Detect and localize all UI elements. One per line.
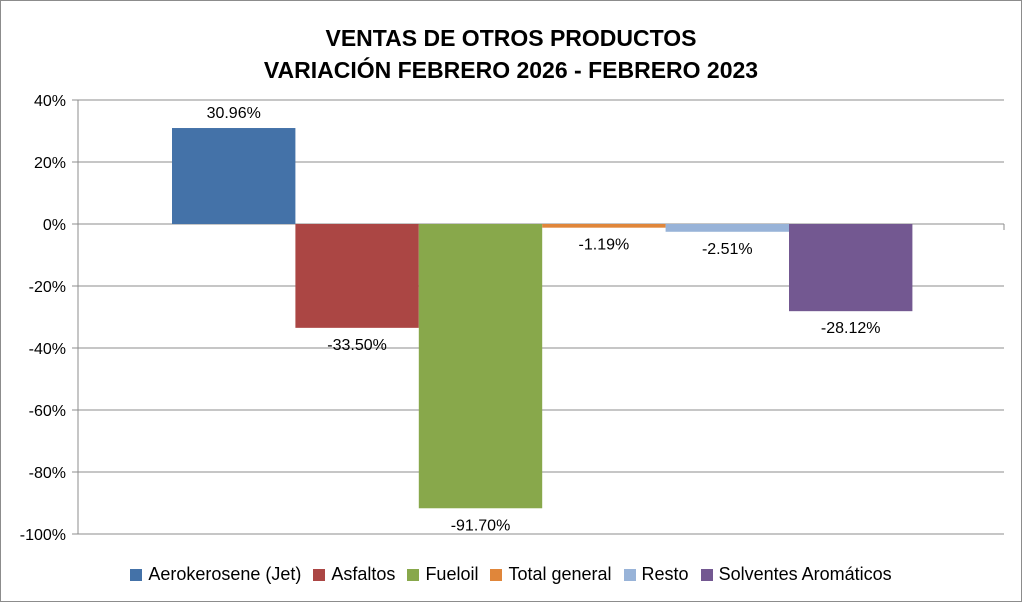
legend-swatch bbox=[623, 568, 636, 581]
bar-asfaltos bbox=[295, 224, 419, 328]
legend-label: Solventes Aromáticos bbox=[718, 564, 892, 584]
legend-swatch bbox=[700, 568, 713, 581]
bar-aerokerosene-jet- bbox=[172, 128, 296, 224]
data-label: -91.70% bbox=[451, 517, 511, 534]
legend-item: Solventes Aromáticos bbox=[700, 564, 892, 585]
legend-label: Resto bbox=[641, 564, 689, 584]
y-tick-label: -60% bbox=[29, 403, 66, 420]
y-tick-label: -100% bbox=[20, 527, 66, 544]
legend-item: Total general bbox=[490, 564, 612, 585]
y-tick-label: -80% bbox=[29, 465, 66, 482]
y-tick-label: 20% bbox=[34, 155, 66, 172]
legend-item: Fueloil bbox=[407, 564, 478, 585]
legend-label: Fueloil bbox=[425, 564, 479, 584]
legend-swatch bbox=[313, 568, 326, 581]
bar-solventes-arom-ticos bbox=[789, 224, 913, 312]
data-label: -33.50% bbox=[327, 337, 387, 354]
legend-swatch bbox=[407, 568, 420, 581]
chart-title-line1: VENTAS DE OTROS PRODUCTOS bbox=[325, 25, 697, 51]
data-label: -2.51% bbox=[702, 241, 753, 258]
legend-item: Aerokerosene (Jet) bbox=[130, 564, 301, 585]
chart-legend: Aerokerosene (Jet) Asfaltos Fueloil Total g… bbox=[1, 564, 1021, 585]
bar-fueloil bbox=[418, 224, 543, 509]
data-label: 30.96% bbox=[207, 105, 261, 122]
legend-label: Asfaltos bbox=[331, 564, 396, 584]
legend-swatch bbox=[490, 568, 503, 581]
legend-swatch bbox=[130, 568, 143, 581]
legend-label: Total general bbox=[508, 564, 612, 584]
data-label: -28.12% bbox=[821, 320, 881, 337]
data-label: -1.19% bbox=[579, 237, 630, 254]
bar-resto bbox=[665, 224, 789, 232]
y-tick-label: 0% bbox=[43, 217, 66, 234]
legend-item: Resto bbox=[623, 564, 689, 585]
bar-total-general bbox=[542, 224, 666, 228]
y-tick-label: -40% bbox=[29, 341, 66, 358]
y-tick-label: -20% bbox=[29, 279, 66, 296]
y-tick-label: 40% bbox=[34, 93, 66, 110]
legend-item: Asfaltos bbox=[313, 564, 395, 585]
legend-label: Aerokerosene (Jet) bbox=[148, 564, 302, 584]
chart-title-line2: VARIACIÓN FEBRERO 2026 - FEBRERO 2023 bbox=[263, 57, 759, 83]
